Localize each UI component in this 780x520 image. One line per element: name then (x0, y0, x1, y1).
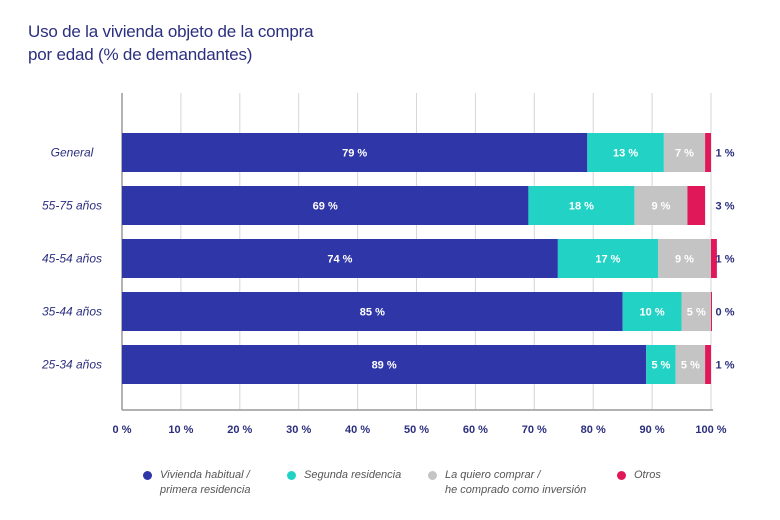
bar-segment (711, 292, 712, 331)
legend-item: Vivienda habitual / primera residencia (143, 468, 250, 498)
x-tick-label: 20 % (227, 424, 252, 436)
data-label: 69 % (313, 201, 338, 213)
x-tick-label: 40 % (345, 424, 370, 436)
data-label: 10 % (640, 307, 665, 319)
bar-segment (657, 239, 711, 278)
x-tick-label: 100 % (695, 424, 726, 436)
category-label: 35-44 años (42, 305, 102, 319)
x-tick-label: 70 % (522, 424, 547, 436)
legend-dot-icon (428, 471, 437, 480)
legend-label-line: La quiero comprar / (445, 469, 541, 481)
legend-label: La quiero comprar / he comprado como inve… (445, 468, 586, 498)
legend-label: Otros (634, 468, 661, 483)
legend-dot-icon (143, 471, 152, 480)
bar-segment (122, 239, 558, 278)
bar-segment (587, 133, 664, 172)
chart-title: Uso de la vivienda objeto de la compra p… (28, 20, 314, 66)
legend-dot-icon (617, 471, 626, 480)
legend-item: Segunda residencia (287, 468, 401, 483)
data-label: 5 % (681, 360, 700, 372)
bar-segment (122, 133, 588, 172)
bar-segment (687, 186, 706, 225)
data-label: 5 % (651, 360, 670, 372)
bar-segment (122, 292, 623, 331)
x-tick-label: 80 % (581, 424, 606, 436)
chart-title-line-1: Uso de la vivienda objeto de la compra (28, 22, 314, 41)
bar-segment (705, 133, 711, 172)
bar-segment (622, 292, 682, 331)
data-label: 3 % (716, 201, 735, 213)
data-label: 13 % (613, 148, 638, 160)
data-label: 79 % (342, 148, 367, 160)
legend-dot-icon (287, 471, 296, 480)
data-label: 9 % (651, 201, 670, 213)
bar-segment (122, 345, 647, 384)
bar-segment (528, 186, 635, 225)
chart-legend: Vivienda habitual / primera residencia Seg… (0, 468, 780, 508)
chart-title-line-2: por edad (% de demandantes) (28, 45, 253, 64)
stacked-bar-chart: 0 % 10 % 20 % 30 % 40 % 50 % 60 % 70 % 80 % 90 % 1… (41, 93, 735, 436)
data-label: 1 % (716, 148, 735, 160)
legend-label-line: primera residencia (160, 484, 251, 496)
x-tick-label: 0 % (113, 424, 132, 436)
legend-label-line: Segunda residencia (304, 469, 402, 481)
category-label: 45-54 años (42, 252, 102, 266)
x-tick-label: 10 % (168, 424, 193, 436)
data-label: 0 % (716, 307, 735, 319)
bar-segment (646, 345, 676, 384)
category-label: General (51, 146, 94, 160)
bar-segment (711, 239, 717, 278)
data-label: 74 % (327, 254, 352, 266)
legend-label: Vivienda habitual / primera residencia (160, 468, 250, 498)
data-label: 85 % (360, 307, 385, 319)
data-label: 5 % (687, 307, 706, 319)
bar-segment (663, 133, 706, 172)
bar-segment (557, 239, 658, 278)
legend-item: La quiero comprar / he comprado como inve… (428, 468, 586, 498)
x-tick-label: 30 % (286, 424, 311, 436)
data-label: 7 % (675, 148, 694, 160)
bar-segment (681, 292, 711, 331)
data-label: 18 % (569, 201, 594, 213)
data-label: 17 % (595, 254, 620, 266)
x-tick-label: 50 % (404, 424, 429, 436)
bar-segment (705, 345, 711, 384)
x-tick-label: 90 % (640, 424, 665, 436)
legend-label-line: Vivienda habitual / (160, 469, 250, 481)
bar-segment (122, 186, 529, 225)
legend-label-line: he comprado como inversión (445, 484, 587, 496)
data-label: 1 % (716, 360, 735, 372)
x-tick-label: 60 % (463, 424, 488, 436)
category-label: 25-34 años (41, 358, 102, 372)
legend-item: Otros (617, 468, 661, 483)
bar-segment (675, 345, 706, 384)
legend-label-line: Otros (634, 469, 661, 481)
category-label: 55-75 años (42, 199, 102, 213)
data-label: 1 % (716, 254, 735, 266)
legend-label: Segunda residencia (304, 468, 401, 483)
bar-segment (634, 186, 688, 225)
data-label: 89 % (372, 360, 397, 372)
data-label: 9 % (675, 254, 694, 266)
